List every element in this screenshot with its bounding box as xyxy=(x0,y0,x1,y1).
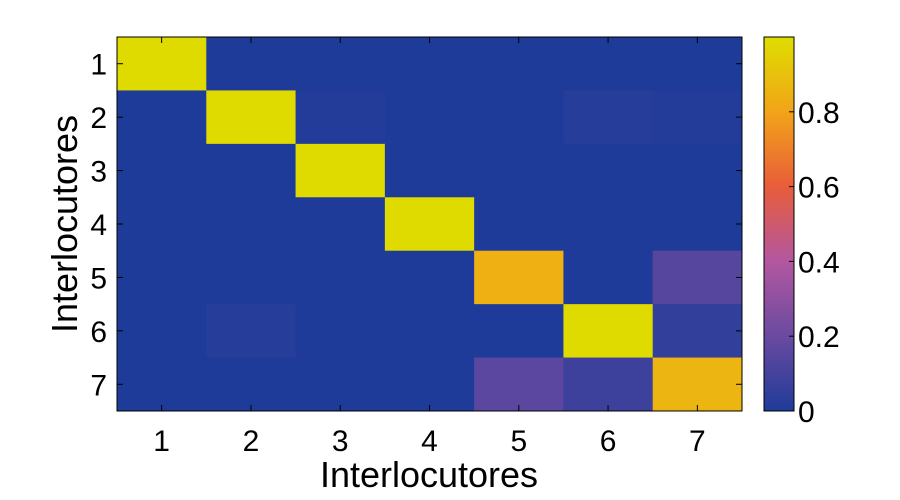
heatmap-cell xyxy=(117,250,207,305)
x-tick-label: 2 xyxy=(243,425,260,458)
heatmap-cell xyxy=(384,197,475,252)
heatmap-cell xyxy=(384,250,475,305)
colorbar-tick-label: 0.2 xyxy=(798,321,840,354)
heatmap-cell xyxy=(117,197,207,252)
heatmap-cell xyxy=(295,143,386,198)
heatmap-cell xyxy=(474,197,564,252)
y-axis-label: Interlocutores xyxy=(44,115,85,333)
heatmap-cell xyxy=(117,304,207,359)
heatmap-cell xyxy=(474,90,564,145)
x-tick-label: 5 xyxy=(510,425,527,458)
heatmap-cell xyxy=(384,90,475,145)
colorbar-ticks: 0 0.2 0.4 0.6 0.8 xyxy=(789,97,840,429)
heatmap-cell xyxy=(563,357,654,412)
heatmap-cell xyxy=(295,304,386,359)
heatmap-cell xyxy=(384,304,475,359)
heatmap-cell xyxy=(652,143,743,198)
heatmap-cell xyxy=(117,143,207,198)
heatmap-cell xyxy=(652,304,743,359)
y-tick-label: 1 xyxy=(90,49,107,82)
heatmap-cell xyxy=(652,250,743,305)
heatmap-cell xyxy=(384,37,475,91)
heatmap-cell xyxy=(652,197,743,252)
heatmap-cell xyxy=(652,37,743,91)
x-axis-label: Interlocutores xyxy=(320,454,538,495)
x-tick-label: 3 xyxy=(332,425,349,458)
heatmap-cell xyxy=(117,90,207,145)
heatmap-cell xyxy=(474,37,564,91)
heatmap-cell xyxy=(206,37,297,91)
colorbar-tick-label: 0.8 xyxy=(798,97,840,130)
y-tick-label: 2 xyxy=(90,102,107,135)
heatmap-cell xyxy=(474,250,564,305)
y-tick-label: 7 xyxy=(90,369,107,402)
heatmap-cell xyxy=(384,143,475,198)
y-axis-ticks: 1 2 3 4 5 6 7 xyxy=(90,49,742,402)
y-tick-label: 3 xyxy=(90,156,107,189)
colorbar-tick-label: 0.6 xyxy=(798,172,840,205)
y-tick-label: 6 xyxy=(90,316,107,349)
heatmap-cell xyxy=(384,357,475,412)
x-tick-label: 7 xyxy=(689,425,706,458)
heatmap-cell xyxy=(206,197,297,252)
heatmap-cell xyxy=(295,197,386,252)
colorbar-tick-label: 0 xyxy=(798,396,815,429)
heatmap-cell xyxy=(206,250,297,305)
heatmap-cell xyxy=(117,357,207,412)
heatmap-cell xyxy=(295,250,386,305)
x-tick-label: 1 xyxy=(153,425,170,458)
heatmap-cell xyxy=(563,304,654,359)
colorbar xyxy=(763,36,795,412)
heatmap-cell xyxy=(295,37,386,91)
heatmap-cell xyxy=(563,90,654,145)
heatmap-cell xyxy=(206,90,297,145)
x-tick-label: 6 xyxy=(600,425,617,458)
heatmap-cell xyxy=(563,37,654,91)
heatmap-cell xyxy=(563,250,654,305)
heatmap-cell xyxy=(474,357,564,412)
y-tick-label: 5 xyxy=(90,262,107,295)
heatmap-cell xyxy=(474,304,564,359)
heatmap-cell xyxy=(652,357,743,412)
colorbar-tick-label: 0.4 xyxy=(798,246,840,279)
heatmap-cell xyxy=(652,90,743,145)
heatmap-cell xyxy=(206,357,297,412)
x-tick-label: 4 xyxy=(421,425,438,458)
heatmap-cell xyxy=(563,143,654,198)
heatmap-cell xyxy=(206,143,297,198)
heatmap-cell xyxy=(474,143,564,198)
heatmap-cells xyxy=(117,37,743,412)
heatmap-cell xyxy=(117,37,207,91)
heatmap-cell xyxy=(295,357,386,412)
x-axis-ticks: 1 2 3 4 5 6 7 xyxy=(153,37,706,458)
y-tick-label: 4 xyxy=(90,209,107,242)
heatmap-cell xyxy=(206,304,297,359)
heatmap-cell xyxy=(563,197,654,252)
heatmap-cell xyxy=(295,90,386,145)
